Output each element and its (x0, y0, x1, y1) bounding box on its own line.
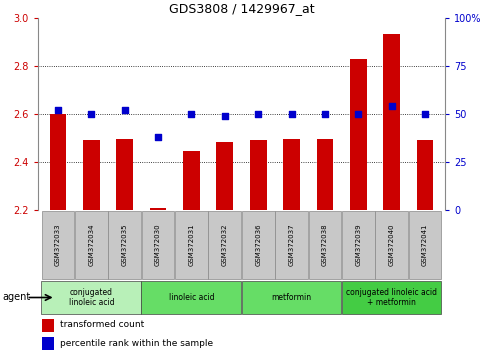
Bar (350, 59, 367, 210)
Text: GSM372033: GSM372033 (55, 224, 61, 266)
Text: conjugated linoleic acid
+ metformin: conjugated linoleic acid + metformin (346, 288, 437, 307)
Bar (42, 337, 54, 350)
Point (121, 107, 128, 113)
Text: GSM372035: GSM372035 (122, 224, 128, 266)
Bar (417, 141, 433, 210)
Point (321, 111, 329, 117)
FancyBboxPatch shape (142, 211, 174, 279)
FancyBboxPatch shape (108, 211, 141, 279)
Bar (283, 139, 300, 210)
Text: GSM372032: GSM372032 (222, 224, 228, 266)
Bar (384, 34, 400, 210)
Text: transformed count: transformed count (60, 320, 144, 330)
FancyBboxPatch shape (242, 211, 274, 279)
Bar (250, 141, 267, 210)
FancyBboxPatch shape (242, 281, 341, 314)
FancyBboxPatch shape (42, 281, 141, 314)
Text: GSM372031: GSM372031 (188, 224, 195, 266)
Text: GSM372041: GSM372041 (422, 224, 428, 266)
Bar (83, 141, 99, 210)
Text: GSM372040: GSM372040 (389, 224, 395, 266)
FancyBboxPatch shape (375, 211, 408, 279)
Bar (116, 139, 133, 210)
Text: GSM372039: GSM372039 (355, 224, 361, 266)
Text: conjugated
linoleic acid: conjugated linoleic acid (69, 288, 114, 307)
FancyBboxPatch shape (275, 211, 308, 279)
FancyBboxPatch shape (142, 281, 241, 314)
Point (255, 111, 262, 117)
Bar (216, 142, 233, 210)
Text: metformin: metformin (271, 293, 312, 302)
FancyBboxPatch shape (309, 211, 341, 279)
FancyBboxPatch shape (209, 211, 241, 279)
FancyBboxPatch shape (75, 211, 108, 279)
Text: GSM372036: GSM372036 (255, 224, 261, 266)
Point (355, 111, 362, 117)
Bar (150, 207, 167, 210)
Text: GSM372034: GSM372034 (88, 224, 94, 266)
Bar (42, 319, 54, 332)
Bar (316, 139, 333, 210)
FancyBboxPatch shape (175, 211, 208, 279)
FancyBboxPatch shape (342, 211, 375, 279)
FancyBboxPatch shape (42, 211, 74, 279)
Bar (50, 114, 66, 210)
Text: GSM372037: GSM372037 (288, 224, 295, 266)
Text: GSM372030: GSM372030 (155, 224, 161, 266)
Text: agent: agent (2, 292, 30, 303)
Point (87, 111, 95, 117)
Point (221, 113, 228, 119)
Point (54, 107, 62, 113)
Point (421, 111, 429, 117)
Point (154, 134, 162, 140)
Text: linoleic acid: linoleic acid (169, 293, 214, 302)
Point (388, 103, 396, 109)
Text: GSM372038: GSM372038 (322, 224, 328, 266)
FancyBboxPatch shape (409, 211, 441, 279)
Text: GDS3808 / 1429967_at: GDS3808 / 1429967_at (169, 2, 314, 16)
FancyBboxPatch shape (341, 281, 441, 314)
Bar (183, 151, 200, 210)
Point (288, 111, 296, 117)
Text: percentile rank within the sample: percentile rank within the sample (60, 339, 213, 348)
Point (187, 111, 195, 117)
